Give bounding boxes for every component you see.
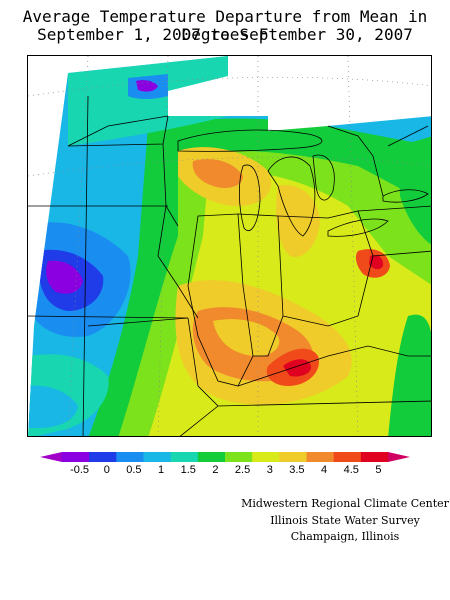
legend-swatch (225, 452, 253, 462)
legend-tick-label: 4 (321, 464, 328, 476)
legend-tick-label: 0 (103, 464, 110, 476)
legend-tick-label: 2 (212, 464, 219, 476)
legend-swatch (360, 452, 389, 462)
credit-organization: Midwestern Regional Climate Center (241, 497, 449, 510)
legend-swatch (333, 452, 362, 462)
graticule (28, 56, 431, 436)
state-boundaries (28, 95, 431, 436)
legend-tick-label: 3 (266, 464, 273, 476)
legend-tick-label: 5 (375, 464, 382, 476)
legend-tick-label: 3.5 (289, 464, 305, 476)
legend-swatch (143, 452, 172, 462)
credit-survey: Illinois State Water Survey (270, 514, 420, 527)
legend-swatch (62, 452, 90, 462)
color-legend: -0.5 0 0.5 1 1.5 2 2.5 3 3.5 4 4.5 5 (40, 450, 410, 480)
legend-arrow-low (40, 452, 62, 462)
legend-swatch (306, 452, 335, 462)
legend-tick-label: 1.5 (180, 464, 196, 476)
legend-colorbar (40, 452, 410, 462)
map-title-line-1: Average Temperature Departure from Mean … (22, 7, 428, 44)
credit-location: Champaign, Illinois (290, 530, 400, 543)
legend-swatch (279, 452, 307, 462)
legend-swatch (116, 452, 144, 462)
legend-swatch (197, 452, 226, 462)
legend-tick-label: -0.5 (70, 464, 90, 476)
temperature-departure-map (28, 56, 431, 436)
map-frame (27, 55, 432, 437)
legend-tick-label: 2.5 (234, 464, 251, 476)
legend-tick-label: 1 (158, 464, 165, 476)
map-title-line-2: September 1, 2007 to September 30, 2007 (37, 25, 413, 44)
legend-swatch (170, 452, 199, 462)
legend-arrow-high (388, 452, 410, 462)
legend-tick-label: 0.5 (126, 464, 142, 476)
legend-swatch (89, 452, 117, 462)
legend-swatch (252, 452, 280, 462)
legend-tick-label: 4.5 (343, 464, 359, 476)
